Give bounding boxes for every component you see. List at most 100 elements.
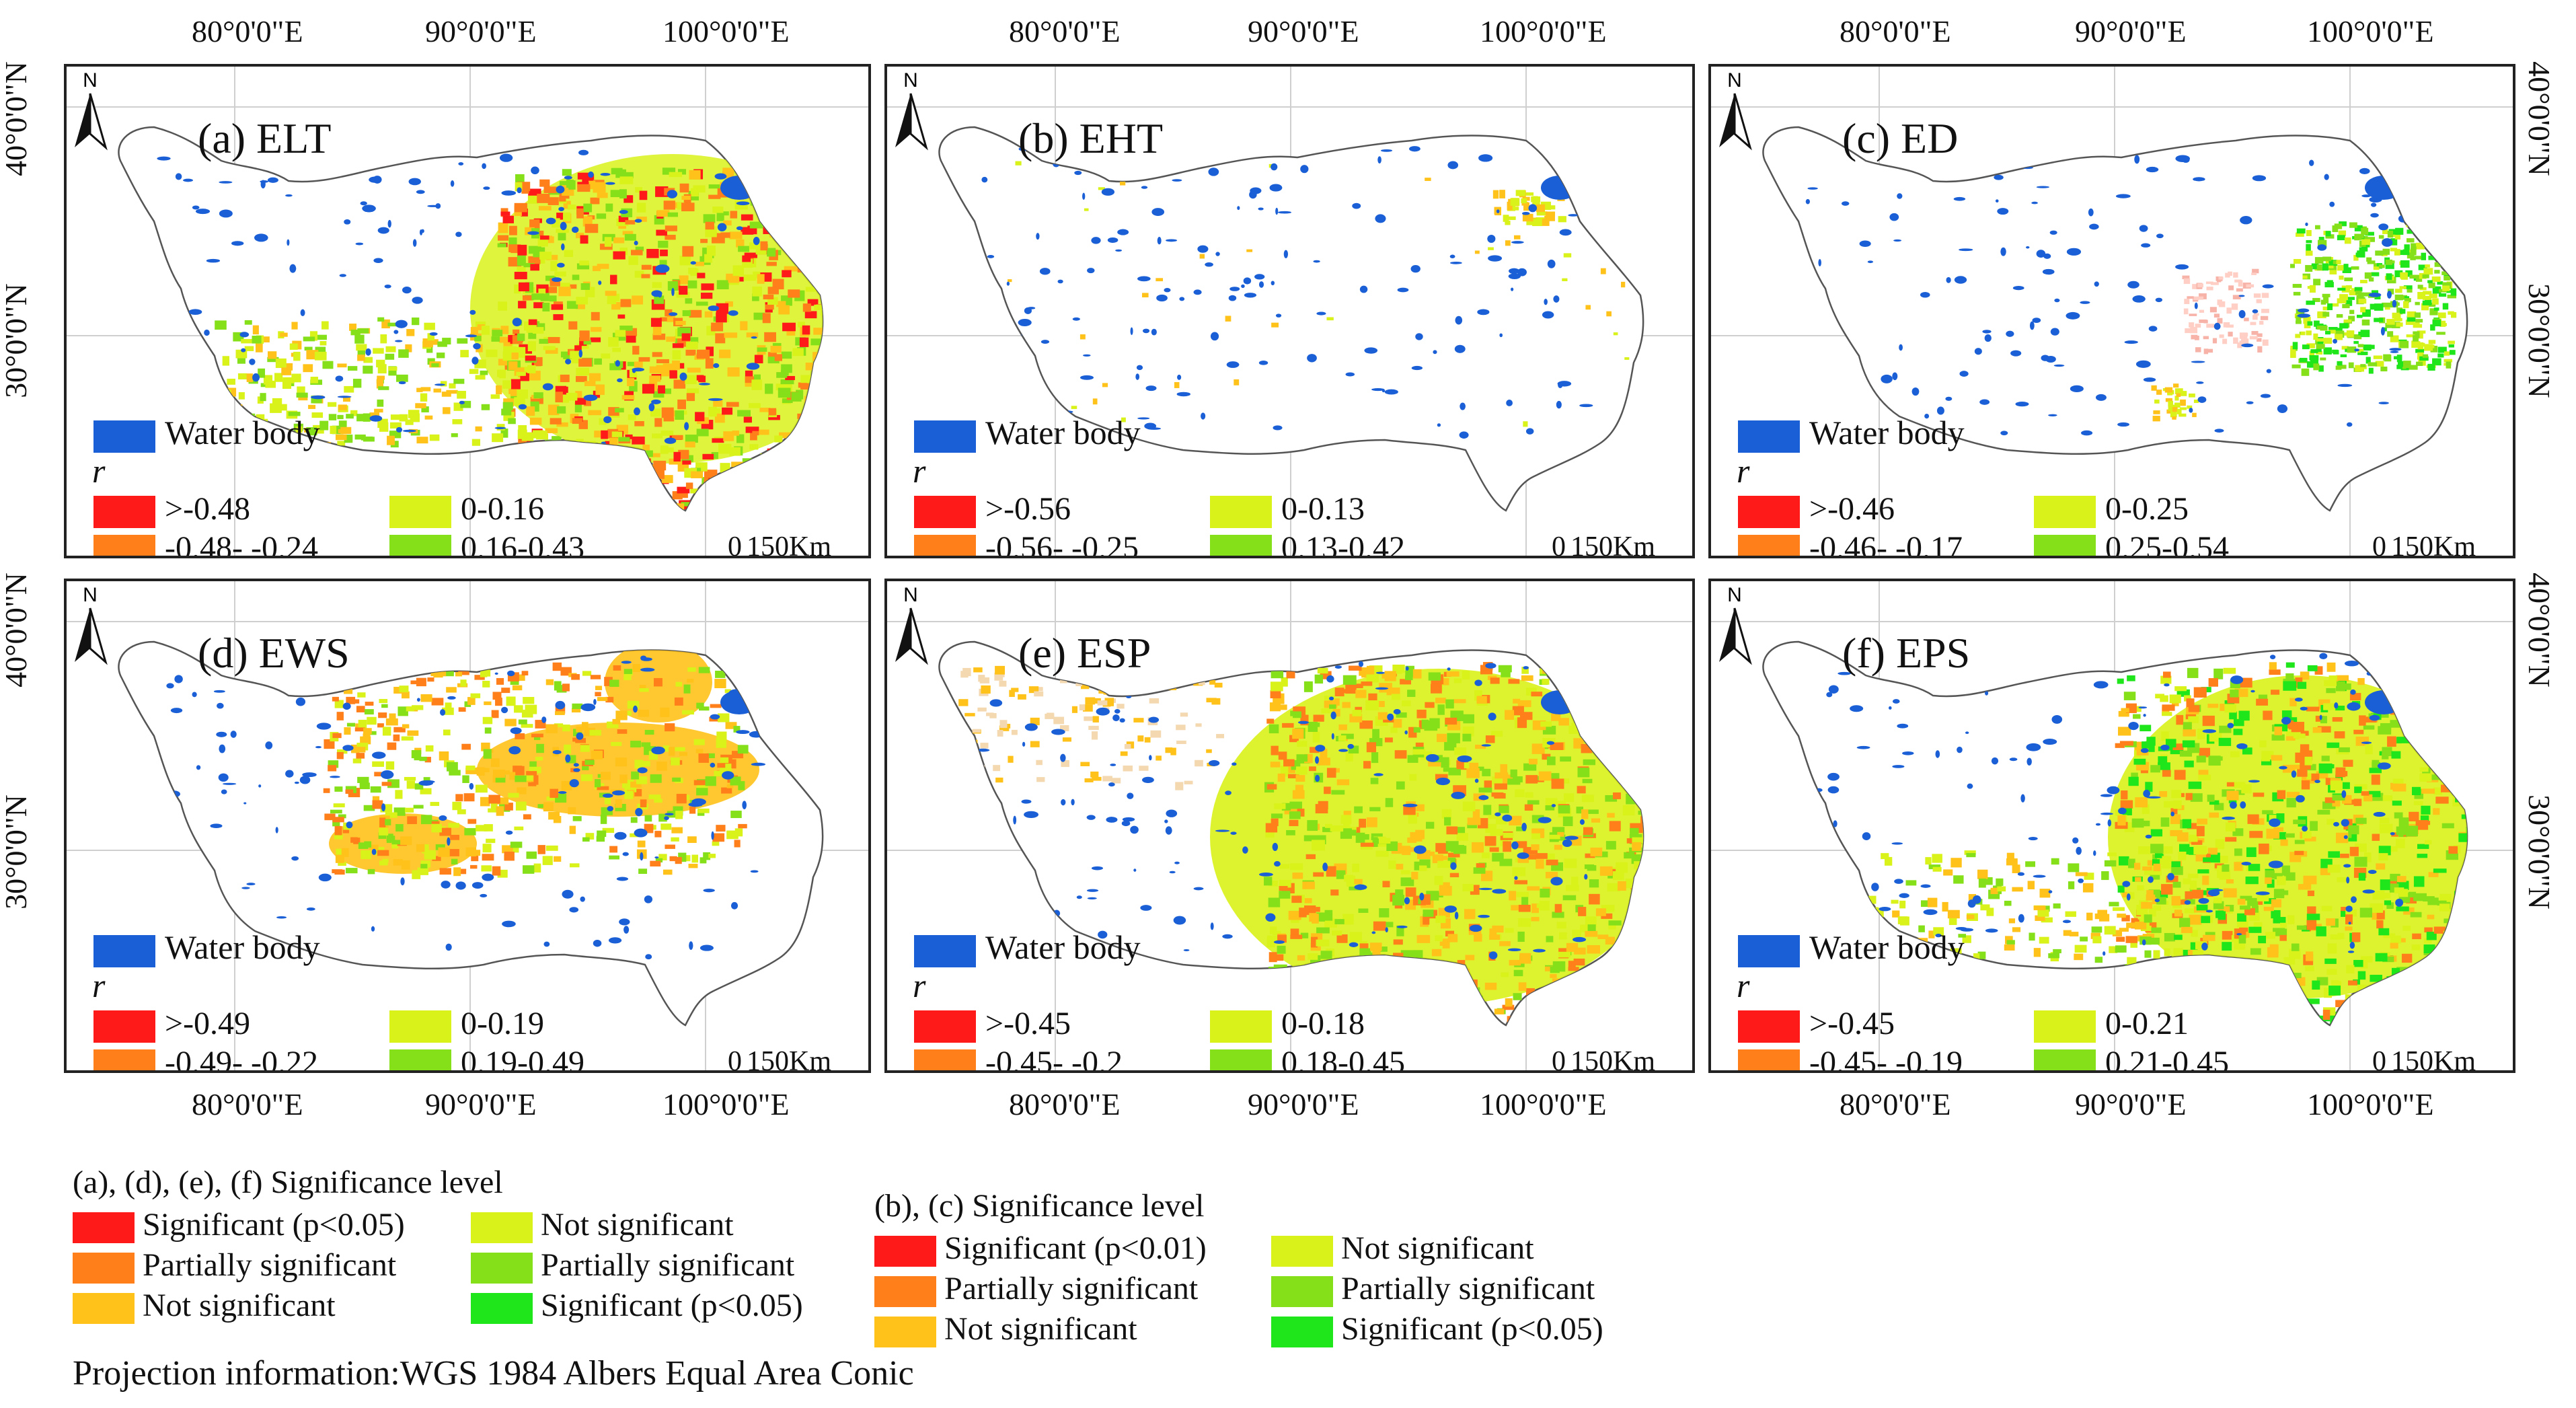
raster-cell (1585, 708, 1595, 716)
raster-cell (607, 299, 617, 305)
raster-cell (344, 689, 353, 694)
water-body-patch (1186, 679, 1195, 683)
raster-cell (590, 197, 600, 205)
water-body-patch (2076, 142, 2090, 147)
legend-class-1: >-0.49 (93, 1005, 250, 1043)
raster-cell (2133, 758, 2146, 765)
water-body-patch (1326, 675, 1334, 683)
raster-cell (644, 468, 652, 474)
raster-cell (537, 323, 545, 331)
raster-cell (796, 426, 805, 434)
raster-cell (1622, 979, 1630, 985)
raster-cell (406, 780, 415, 789)
raster-cell (767, 248, 776, 257)
raster-cell (2164, 932, 2175, 942)
raster-cell (2151, 385, 2157, 391)
raster-cell (2408, 365, 2418, 370)
raster-cell (579, 260, 589, 266)
raster-cell (1396, 999, 1405, 1010)
water-body-patch (699, 944, 714, 951)
raster-cell (1494, 793, 1506, 799)
water-body-patch (713, 363, 720, 369)
raster-cell (2300, 357, 2308, 363)
raster-cell (1304, 898, 1312, 903)
raster-cell (1368, 693, 1377, 701)
raster-cell (1622, 760, 1630, 770)
swatch (914, 534, 976, 556)
swatch (1210, 1049, 1272, 1070)
raster-cell (767, 357, 780, 364)
raster-cell (420, 788, 432, 794)
water-body-patch (1521, 211, 1530, 215)
raster-cell (731, 461, 744, 468)
raster-cell (665, 723, 675, 732)
raster-cell (1511, 905, 1519, 911)
water-body-patch (402, 287, 412, 294)
raster-cell (2214, 1035, 2225, 1040)
water-body-patch (2115, 194, 2131, 198)
legend-class-label: >-0.46 (1809, 491, 1895, 527)
water-body-patch (736, 730, 750, 735)
raster-cell (1353, 827, 1361, 833)
raster-cell (2407, 311, 2417, 318)
raster-cell (281, 367, 292, 375)
raster-cell (1489, 847, 1499, 852)
raster-cell (304, 346, 313, 351)
raster-cell (632, 664, 640, 673)
raster-cell (1481, 852, 1490, 858)
raster-cell (791, 177, 804, 187)
raster-cell (2415, 966, 2429, 974)
raster-cell (2187, 296, 2194, 299)
raster-cell (1489, 928, 1497, 937)
raster-cell (753, 196, 764, 202)
raster-cell (786, 204, 796, 209)
raster-cell (804, 414, 817, 422)
raster-cell (627, 700, 640, 709)
raster-cell (2413, 322, 2420, 328)
water-body-patch (393, 330, 399, 334)
raster-cell (574, 477, 585, 482)
raster-cell (1610, 704, 1618, 710)
raster-cell (1558, 216, 1566, 223)
raster-cell (1548, 205, 1556, 210)
raster-cell (2473, 831, 2486, 836)
raster-cell (635, 246, 644, 252)
water-body-patch (1273, 425, 1283, 431)
raster-cell (1384, 671, 1396, 681)
raster-cell (609, 846, 618, 853)
raster-cell (699, 857, 707, 864)
raster-cell (1397, 469, 1403, 472)
water-body-patch (1528, 204, 1538, 213)
raster-cell (2447, 737, 2458, 744)
water-body-patch (471, 882, 484, 889)
raster-cell (346, 414, 354, 419)
raster-cell (572, 703, 583, 709)
raster-cell (2122, 891, 2131, 897)
raster-cell (498, 301, 507, 311)
raster-cell (2165, 739, 2176, 748)
raster-cell (533, 327, 544, 334)
raster-cell (2217, 299, 2222, 305)
water-body-patch (1511, 241, 1524, 244)
raster-cell (548, 811, 560, 820)
raster-cell (805, 287, 817, 292)
raster-cell (1206, 698, 1217, 703)
raster-cell (752, 293, 759, 301)
raster-cell (452, 801, 462, 811)
raster-cell (694, 503, 704, 511)
water-body-patch (607, 806, 614, 812)
raster-cell (1492, 925, 1504, 933)
raster-cell (2174, 396, 2179, 401)
raster-cell (2368, 367, 2374, 374)
water-body-patch (2196, 381, 2204, 384)
raster-cell (412, 317, 420, 326)
water-body-patch (218, 773, 229, 782)
raster-cell (2337, 877, 2347, 883)
water-body-patch (1829, 379, 1840, 383)
raster-cell (2468, 907, 2478, 918)
water-body-patch (517, 187, 522, 194)
raster-cell (1492, 852, 1504, 862)
raster-cell (2434, 270, 2440, 274)
raster-cell (685, 341, 698, 349)
raster-cell (1649, 795, 1661, 806)
